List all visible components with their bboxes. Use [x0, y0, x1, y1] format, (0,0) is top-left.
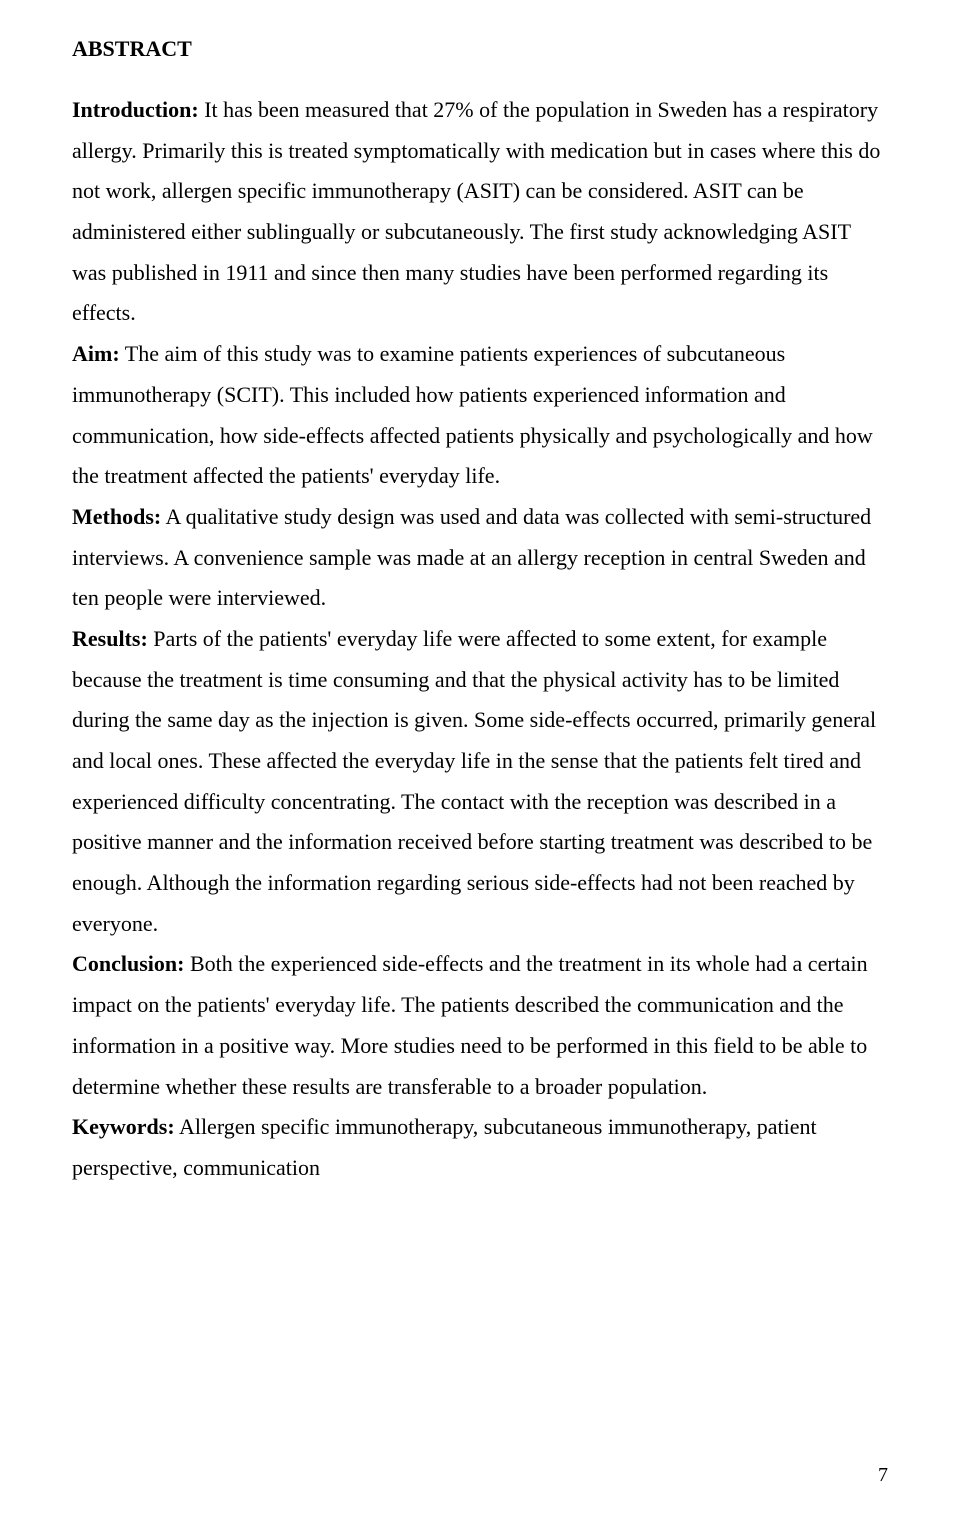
introduction-text: It has been measured that 27% of the pop…: [72, 97, 880, 325]
conclusion-text: Both the experienced side-effects and th…: [72, 951, 868, 1098]
keywords-text: Allergen specific immunotherapy, subcuta…: [72, 1114, 817, 1180]
introduction-paragraph: Introduction: It has been measured that …: [72, 90, 888, 334]
methods-paragraph: Methods: A qualitative study design was …: [72, 497, 888, 619]
conclusion-paragraph: Conclusion: Both the experienced side-ef…: [72, 944, 888, 1107]
keywords-paragraph: Keywords: Allergen specific immunotherap…: [72, 1107, 888, 1188]
conclusion-label: Conclusion:: [72, 951, 184, 976]
introduction-label: Introduction:: [72, 97, 199, 122]
aim-paragraph: Aim: The aim of this study was to examin…: [72, 334, 888, 497]
abstract-heading: ABSTRACT: [72, 36, 888, 62]
aim-label: Aim:: [72, 341, 120, 366]
methods-label: Methods:: [72, 504, 161, 529]
page-number: 7: [878, 1464, 888, 1487]
aim-text: The aim of this study was to examine pat…: [72, 341, 873, 488]
results-label: Results:: [72, 626, 148, 651]
results-text: Parts of the patients' everyday life wer…: [72, 626, 876, 936]
page-container: ABSTRACT Introduction: It has been measu…: [0, 0, 960, 1515]
results-paragraph: Results: Parts of the patients' everyday…: [72, 619, 888, 945]
keywords-label: Keywords:: [72, 1114, 175, 1139]
methods-text: A qualitative study design was used and …: [72, 504, 871, 610]
